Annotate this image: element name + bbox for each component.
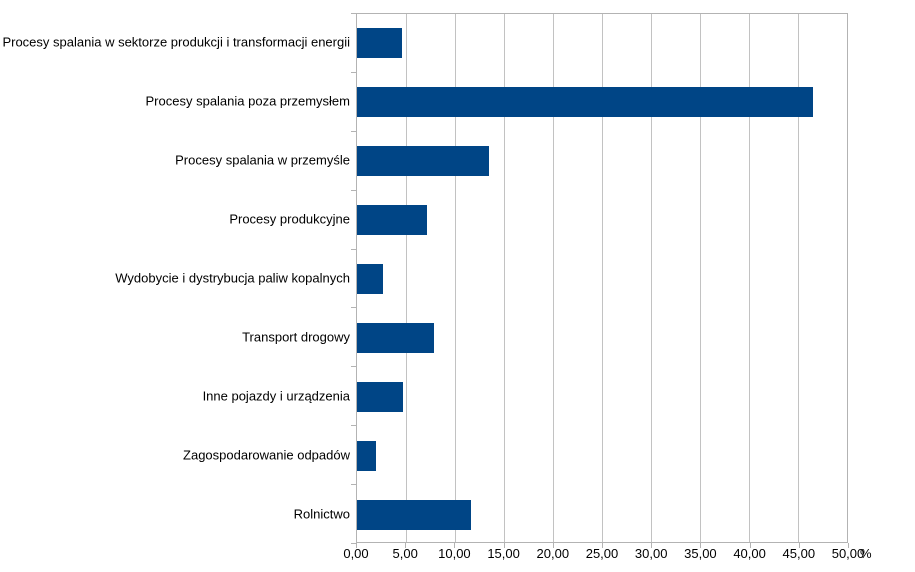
x-axis-tick-label: 40,00 bbox=[733, 546, 766, 561]
x-axis-tick bbox=[552, 543, 554, 548]
x-axis-tick bbox=[700, 543, 702, 548]
x-axis-tick-label: 15,00 bbox=[487, 546, 520, 561]
bar bbox=[357, 87, 813, 118]
bar bbox=[357, 264, 384, 294]
x-axis-tick-label: 10,00 bbox=[438, 546, 471, 561]
x-axis-tick bbox=[503, 543, 505, 548]
category-label: Procesy produkcyjne bbox=[229, 211, 350, 227]
gridline bbox=[406, 14, 407, 542]
x-axis-tick-label: 30,00 bbox=[634, 546, 668, 561]
gridline bbox=[602, 14, 603, 542]
bar bbox=[357, 205, 427, 236]
x-axis-tick bbox=[454, 543, 456, 548]
x-axis-tick-label: 0,00 bbox=[343, 546, 369, 561]
gridline bbox=[749, 14, 750, 542]
y-axis-tick bbox=[351, 248, 356, 250]
x-axis-tick bbox=[405, 543, 407, 548]
category-label: Zagospodarowanie odpadów bbox=[183, 447, 350, 463]
gridline bbox=[553, 14, 554, 542]
category-label: Inne pojazdy i urządzenia bbox=[202, 388, 350, 404]
gridline bbox=[455, 14, 456, 542]
y-axis-tick bbox=[351, 13, 356, 14]
y-axis-tick bbox=[351, 307, 356, 309]
bar bbox=[357, 440, 376, 471]
x-axis-tick-label: 50,00 bbox=[831, 546, 865, 561]
x-axis-tick bbox=[848, 543, 849, 548]
x-axis-tick-label: 35,00 bbox=[684, 546, 717, 561]
y-axis-tick bbox=[351, 366, 356, 368]
category-label: Transport drogowy bbox=[242, 329, 350, 345]
gridline bbox=[798, 14, 799, 542]
x-axis-tick bbox=[798, 543, 800, 548]
x-axis-tick bbox=[602, 543, 603, 548]
x-axis-tick-label: 5,00 bbox=[392, 546, 418, 561]
x-axis-tick bbox=[749, 543, 751, 548]
bar bbox=[357, 28, 403, 59]
x-axis-tick-label: 20,00 bbox=[536, 546, 570, 561]
y-axis-tick bbox=[351, 130, 356, 132]
category-label: Rolnictwo bbox=[293, 506, 350, 522]
x-axis-tick bbox=[356, 543, 357, 548]
x-axis-tick-label: 45,00 bbox=[782, 546, 816, 561]
bar bbox=[357, 322, 435, 353]
y-axis-tick bbox=[351, 425, 356, 427]
bar bbox=[357, 146, 490, 177]
category-label: Procesy spalania w sektorze produkcji i … bbox=[2, 34, 350, 50]
bar bbox=[357, 499, 471, 530]
y-axis-tick bbox=[351, 543, 356, 544]
category-label: Procesy spalania w przemyśle bbox=[175, 152, 350, 168]
gridline bbox=[651, 14, 652, 542]
x-axis-tick-label: 25,00 bbox=[585, 546, 619, 561]
x-axis-unit-label: % bbox=[860, 546, 872, 561]
plot-area bbox=[356, 13, 848, 543]
gridline bbox=[700, 14, 701, 542]
y-axis-tick bbox=[351, 189, 356, 191]
gridline bbox=[504, 14, 505, 542]
x-axis-tick bbox=[651, 543, 653, 548]
category-label: Wydobycie i dystrybucja paliw kopalnych bbox=[115, 270, 350, 286]
y-axis-tick bbox=[351, 484, 356, 486]
category-label: Procesy spalania poza przemysłem bbox=[145, 93, 350, 109]
bar bbox=[357, 381, 404, 412]
y-axis-tick bbox=[351, 71, 356, 73]
